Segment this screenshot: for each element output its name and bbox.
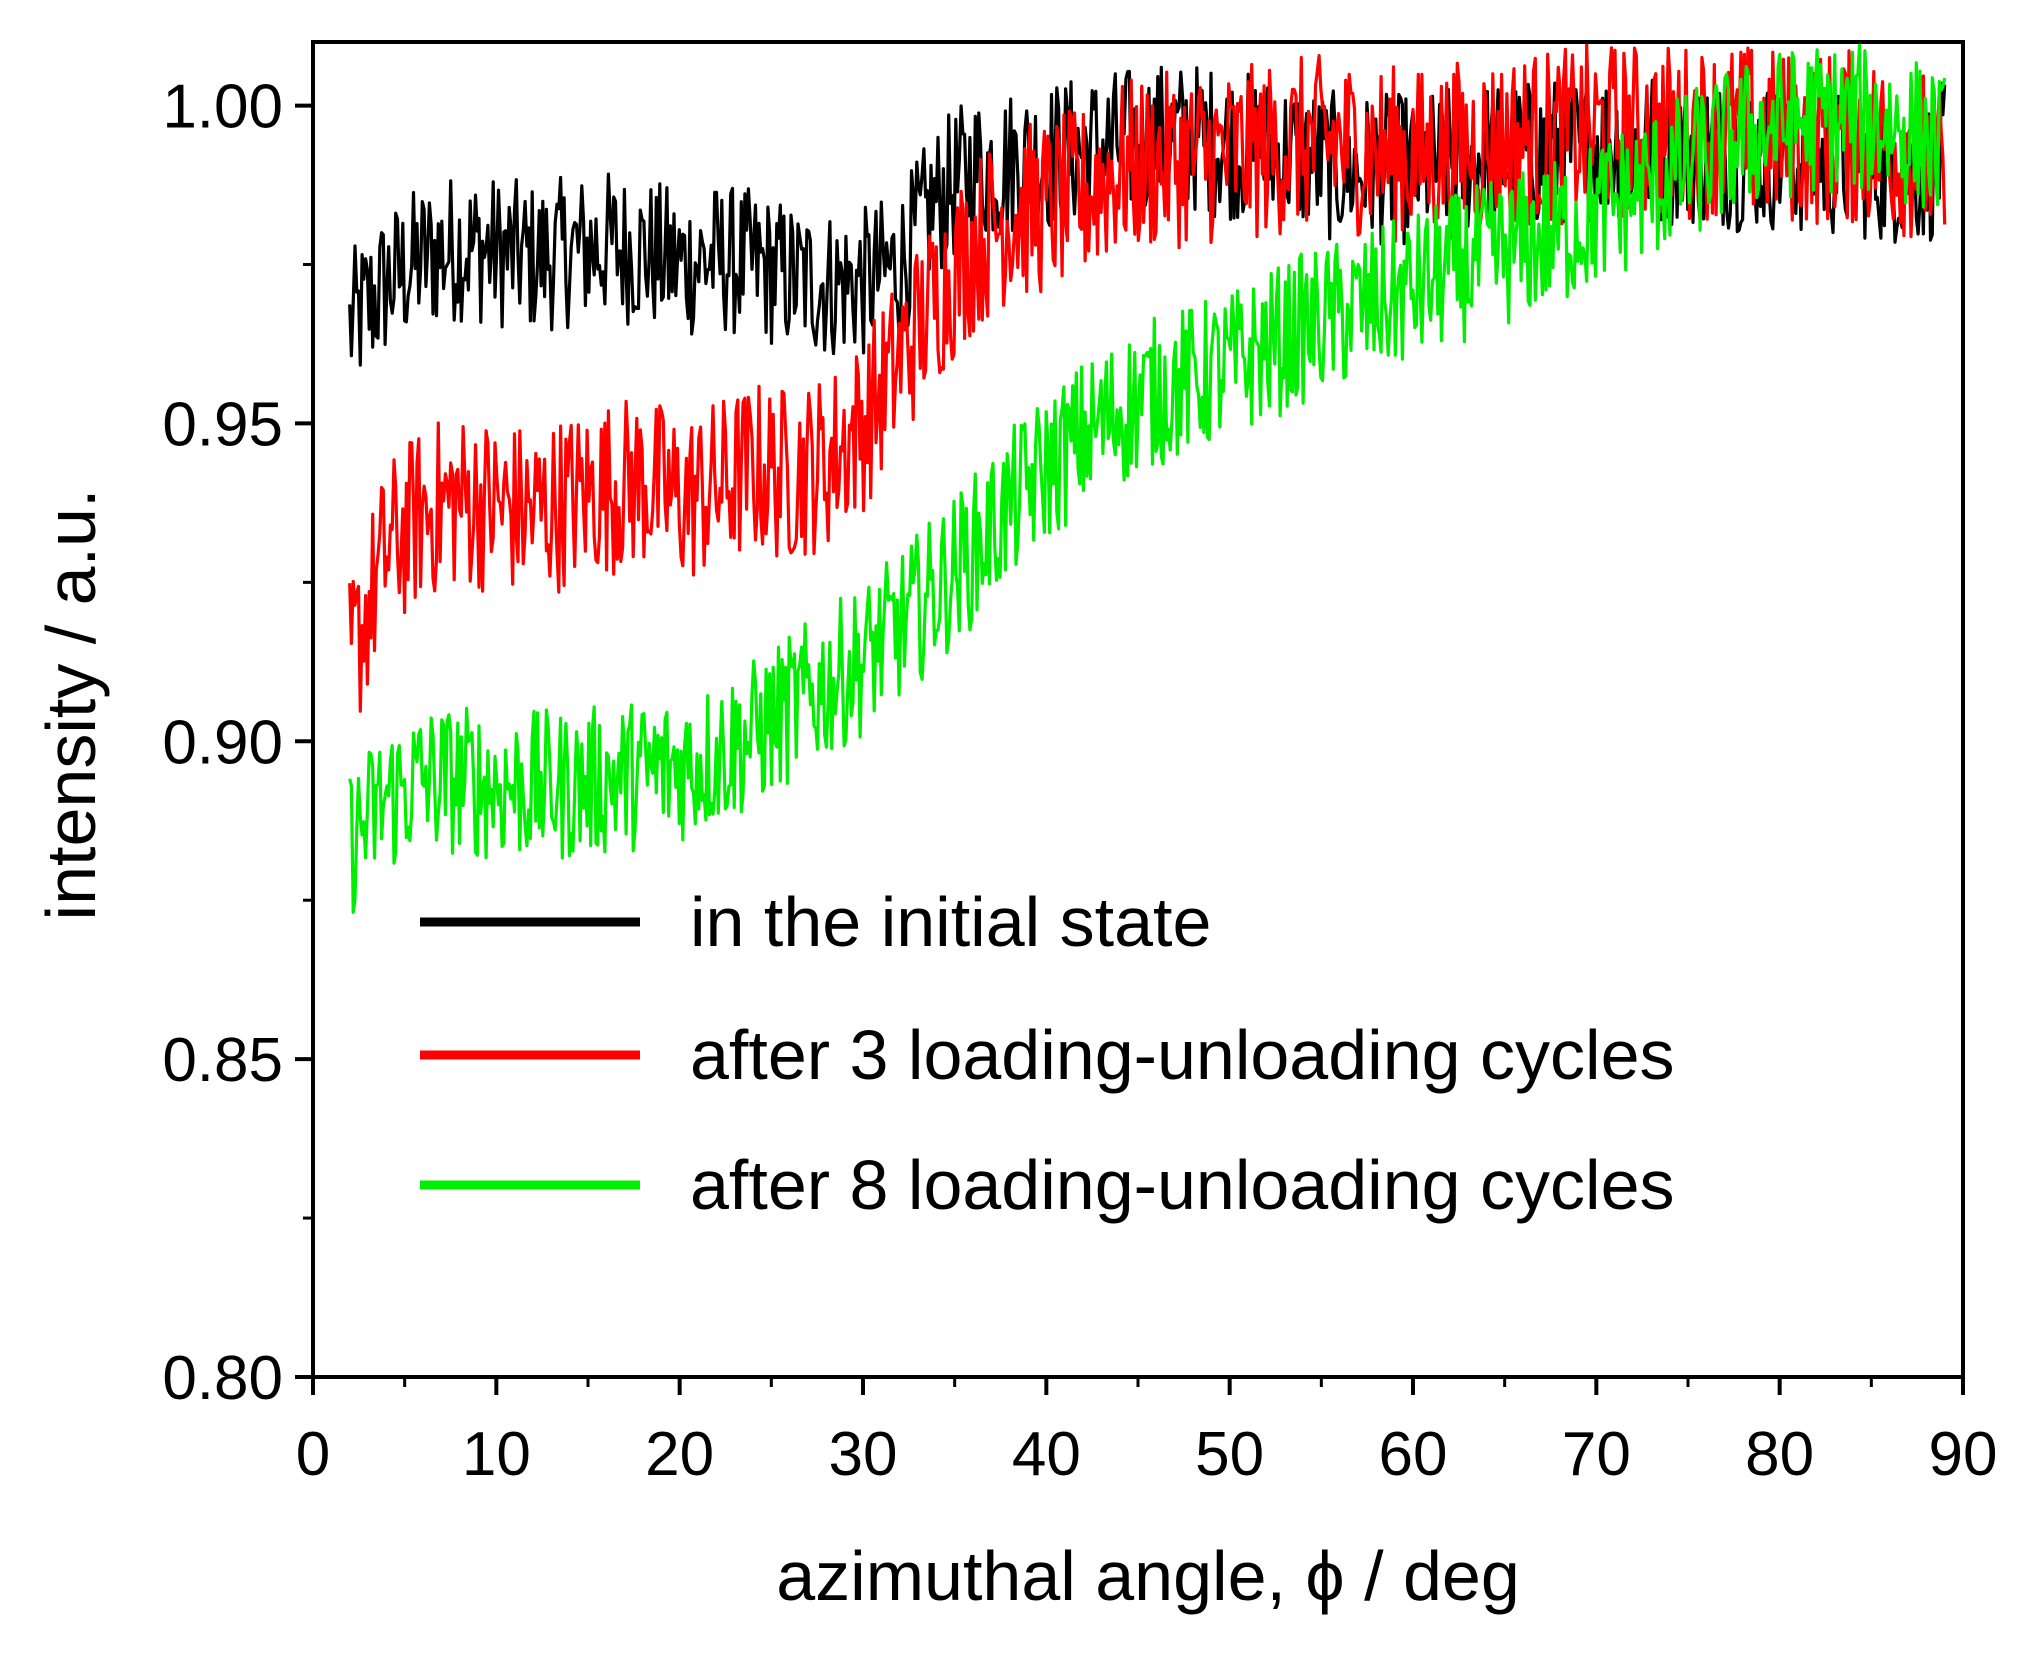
x-tick-label: 20 bbox=[645, 1420, 714, 1489]
series-line-2 bbox=[348, 42, 1947, 713]
x-tick-label: 80 bbox=[1745, 1420, 1814, 1489]
y-tick-label: 0.85 bbox=[162, 1026, 283, 1095]
y-tick-label: 1.00 bbox=[162, 73, 283, 142]
legend-label-3: after 8 loading-unloading cycles bbox=[690, 1146, 1675, 1224]
y-tick-label: 0.95 bbox=[162, 390, 283, 459]
x-tick-label: 10 bbox=[462, 1420, 531, 1489]
x-tick-label: 40 bbox=[1012, 1420, 1081, 1489]
x-axis-title: azimuthal angle, ϕ / deg bbox=[776, 1537, 1520, 1615]
plot-lines bbox=[348, 42, 1947, 914]
series-line-3 bbox=[348, 42, 1947, 914]
y-tick-label: 0.80 bbox=[162, 1344, 283, 1413]
legend: in the initial state after 3 loading-unlo… bbox=[420, 883, 1675, 1224]
legend-label-1: in the initial state bbox=[690, 883, 1211, 961]
x-tick-label: 50 bbox=[1195, 1420, 1264, 1489]
x-tick-label: 0 bbox=[296, 1420, 330, 1489]
legend-label-2: after 3 loading-unloading cycles bbox=[690, 1016, 1675, 1094]
y-tick-label: 0.90 bbox=[162, 708, 283, 777]
x-tick-label: 30 bbox=[829, 1420, 898, 1489]
x-tick-label: 90 bbox=[1929, 1420, 1998, 1489]
y-axis-title: intensity / a.u. bbox=[32, 489, 110, 921]
x-tick-label: 70 bbox=[1562, 1420, 1631, 1489]
x-tick-label: 60 bbox=[1379, 1420, 1448, 1489]
ticks: 0 10 20 30 40 50 60 70 80 90 0.80 0.85 0.90 0.95 1.00 bbox=[162, 73, 1997, 1489]
